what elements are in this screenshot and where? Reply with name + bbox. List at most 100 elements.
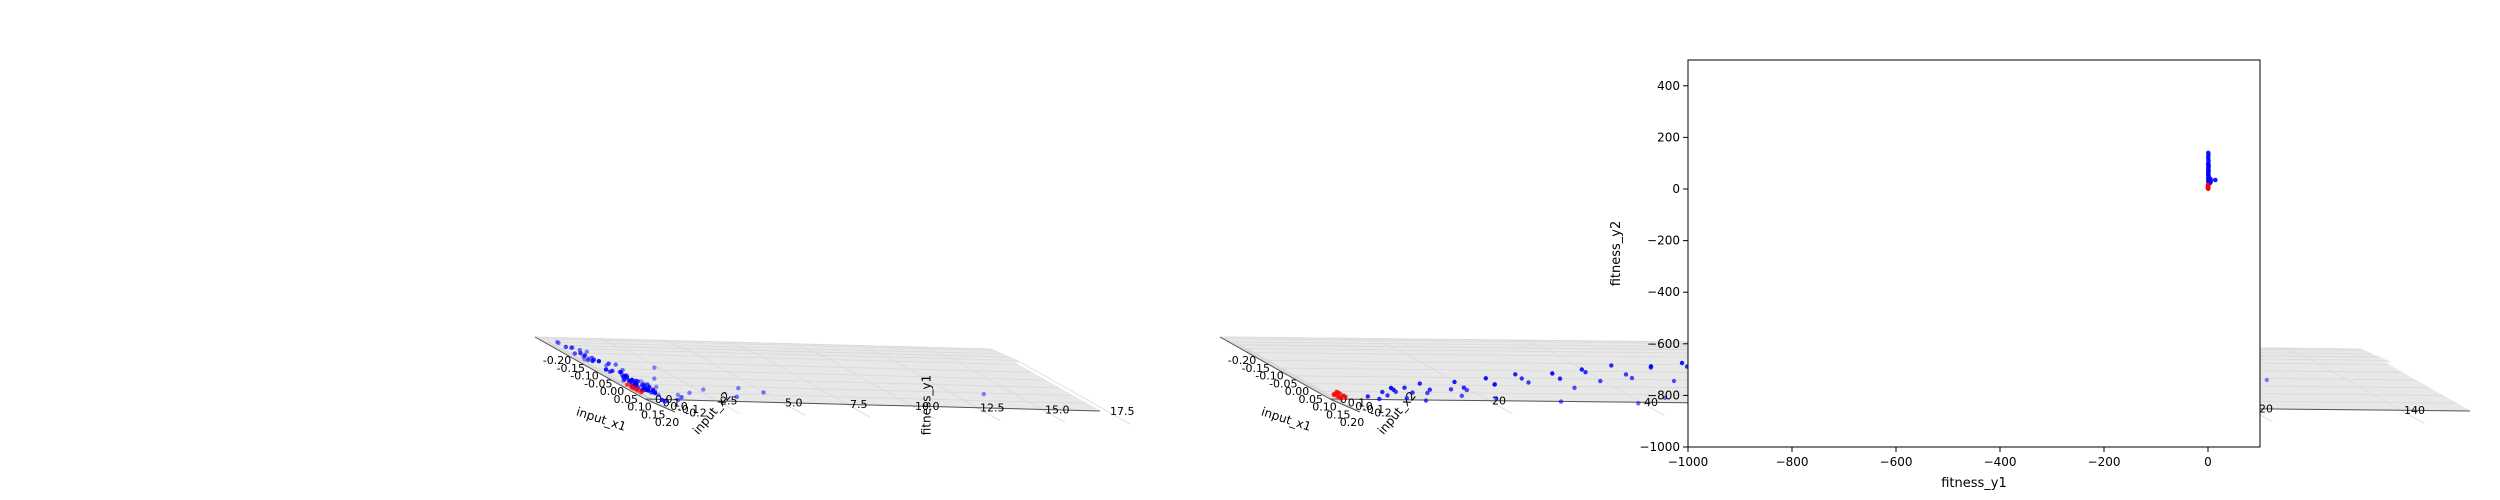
data-point-series-0	[1459, 393, 1465, 398]
data-point-series-0	[1425, 390, 1430, 396]
data-point-series-0	[1513, 372, 1518, 377]
data-point-series-0	[654, 384, 659, 390]
data-point-series-0	[1572, 385, 1577, 390]
y-tick-label: 0	[1672, 182, 1680, 196]
data-point-series-0	[676, 397, 681, 403]
data-point-series-0	[761, 390, 766, 395]
x-tick-label: 0.20	[1340, 416, 1365, 429]
data-point-series-1	[2205, 184, 2211, 190]
data-point-series-0	[1417, 381, 1423, 386]
data-point-series-0	[607, 369, 613, 374]
grid-line-z	[1523, 339, 1665, 416]
x-tick-label: -0.10	[570, 370, 598, 383]
data-point-series-0	[1519, 376, 1525, 381]
data-point-series-0	[1550, 371, 1555, 376]
z-tick-label: 2.5	[720, 395, 738, 408]
y-axis-label: fitness_y2	[1609, 221, 1624, 287]
grid-line-z	[794, 343, 936, 420]
data-point-series-0	[1558, 399, 1564, 404]
data-point-series-0	[572, 351, 577, 356]
data-point-series-0	[687, 390, 692, 395]
data-point-series-0	[604, 363, 609, 368]
grid-line-z	[989, 348, 1131, 425]
grid-line-z	[924, 346, 1066, 423]
grid-line-z	[2283, 347, 2425, 424]
z-tick-label: 7.5	[850, 398, 868, 411]
z-tick-label: 10.0	[915, 400, 940, 413]
data-point-series-0	[1648, 365, 1654, 370]
data-point-series-0	[701, 387, 706, 392]
data-point-series-1	[625, 382, 631, 387]
y-tick-label: 0.0	[670, 400, 688, 413]
data-point-series-0	[656, 392, 661, 398]
x-tick-label: 0.20	[655, 416, 680, 429]
data-point-series-0	[621, 378, 626, 383]
grid-line-z	[1371, 338, 1513, 414]
x-tick-label: −600	[1880, 455, 1913, 469]
y-tick-label: 400	[1657, 79, 1680, 93]
data-point-series-0	[663, 399, 668, 404]
x-axis-label: fitness_y1	[1941, 476, 2007, 491]
data-point-series-0	[1385, 393, 1390, 398]
data-point-series-0	[1402, 385, 1407, 390]
z-axis-label: fitness_y1	[920, 375, 934, 436]
z-tick-label: 0	[1340, 393, 1347, 406]
x-axis-line	[1329, 398, 1361, 413]
grid-line-z	[859, 345, 1001, 421]
data-point-series-0	[1448, 387, 1454, 392]
x-tick-label: −400	[1984, 455, 2017, 469]
z-tick-label: 40	[1644, 396, 1658, 409]
data-point-series-0	[1526, 380, 1531, 385]
data-point-series-0	[2213, 177, 2218, 183]
data-point-series-0	[1629, 375, 1635, 381]
data-point-series-0	[1380, 389, 1385, 395]
data-point-series-0	[633, 378, 638, 384]
data-point-series-0	[1579, 367, 1585, 372]
grid-line-z	[729, 341, 871, 418]
data-point-series-1	[632, 386, 637, 391]
x-tick-label: 0.15	[1326, 408, 1351, 421]
y-tick-label: −400	[1647, 285, 1680, 299]
x-tick-label: -0.05	[584, 377, 612, 390]
x-tick-label: -0.20	[1228, 354, 1256, 367]
data-point-series-0	[585, 357, 591, 363]
data-point-series-0	[639, 379, 644, 384]
y-tick-label: −600	[1647, 337, 1680, 351]
data-point-series-0	[1623, 372, 1629, 377]
data-point-series-0	[646, 388, 651, 393]
scatter2d-fitness-pareto: −1000 −800 −600 −400 −200 0 −1000 −800 −600 −400 −…	[1609, 59, 2261, 491]
data-point-series-0	[606, 361, 611, 366]
data-point-series-0	[679, 395, 684, 400]
data-point-series-0	[1452, 379, 1457, 385]
y-tick-label: 200	[1657, 130, 1680, 144]
data-point-series-0	[981, 391, 986, 397]
data-point-series-0	[1494, 396, 1499, 401]
data-point-series-1	[1343, 394, 1348, 399]
data-point-series-0	[736, 386, 741, 391]
data-point-series-0	[1427, 387, 1433, 392]
x-tick-label: 0.00	[1285, 385, 1310, 398]
data-point-series-0	[603, 367, 609, 372]
data-point-series-0	[1404, 395, 1410, 401]
grid-line-z	[599, 338, 741, 415]
data-point-series-0	[582, 357, 587, 362]
x-tick-label: 0.10	[627, 401, 652, 414]
data-point-series-0	[1393, 389, 1399, 394]
z-tick-label: 17.5	[1110, 405, 1135, 418]
data-point-series-0	[570, 345, 575, 350]
z-tick-label: 140	[2404, 404, 2425, 417]
data-point-series-0	[1679, 360, 1685, 366]
y-tick-label: -0.2	[685, 406, 706, 419]
x-tick-label: 0.00	[600, 385, 625, 398]
data-point-series-0	[1583, 370, 1588, 375]
y-tick-label: 0.1	[663, 397, 681, 410]
data-point-series-0	[613, 362, 618, 367]
y-axis-line	[534, 336, 646, 400]
y-tick-label: −1000	[1639, 440, 1680, 454]
data-point-series-0	[1410, 390, 1415, 395]
data-point-series-0	[555, 339, 560, 345]
data-point-series-0	[2264, 377, 2269, 383]
data-point-series-0	[1423, 398, 1429, 403]
data-point-series-0	[1671, 378, 1677, 384]
x-tick-label: -0.15	[1242, 362, 1270, 375]
